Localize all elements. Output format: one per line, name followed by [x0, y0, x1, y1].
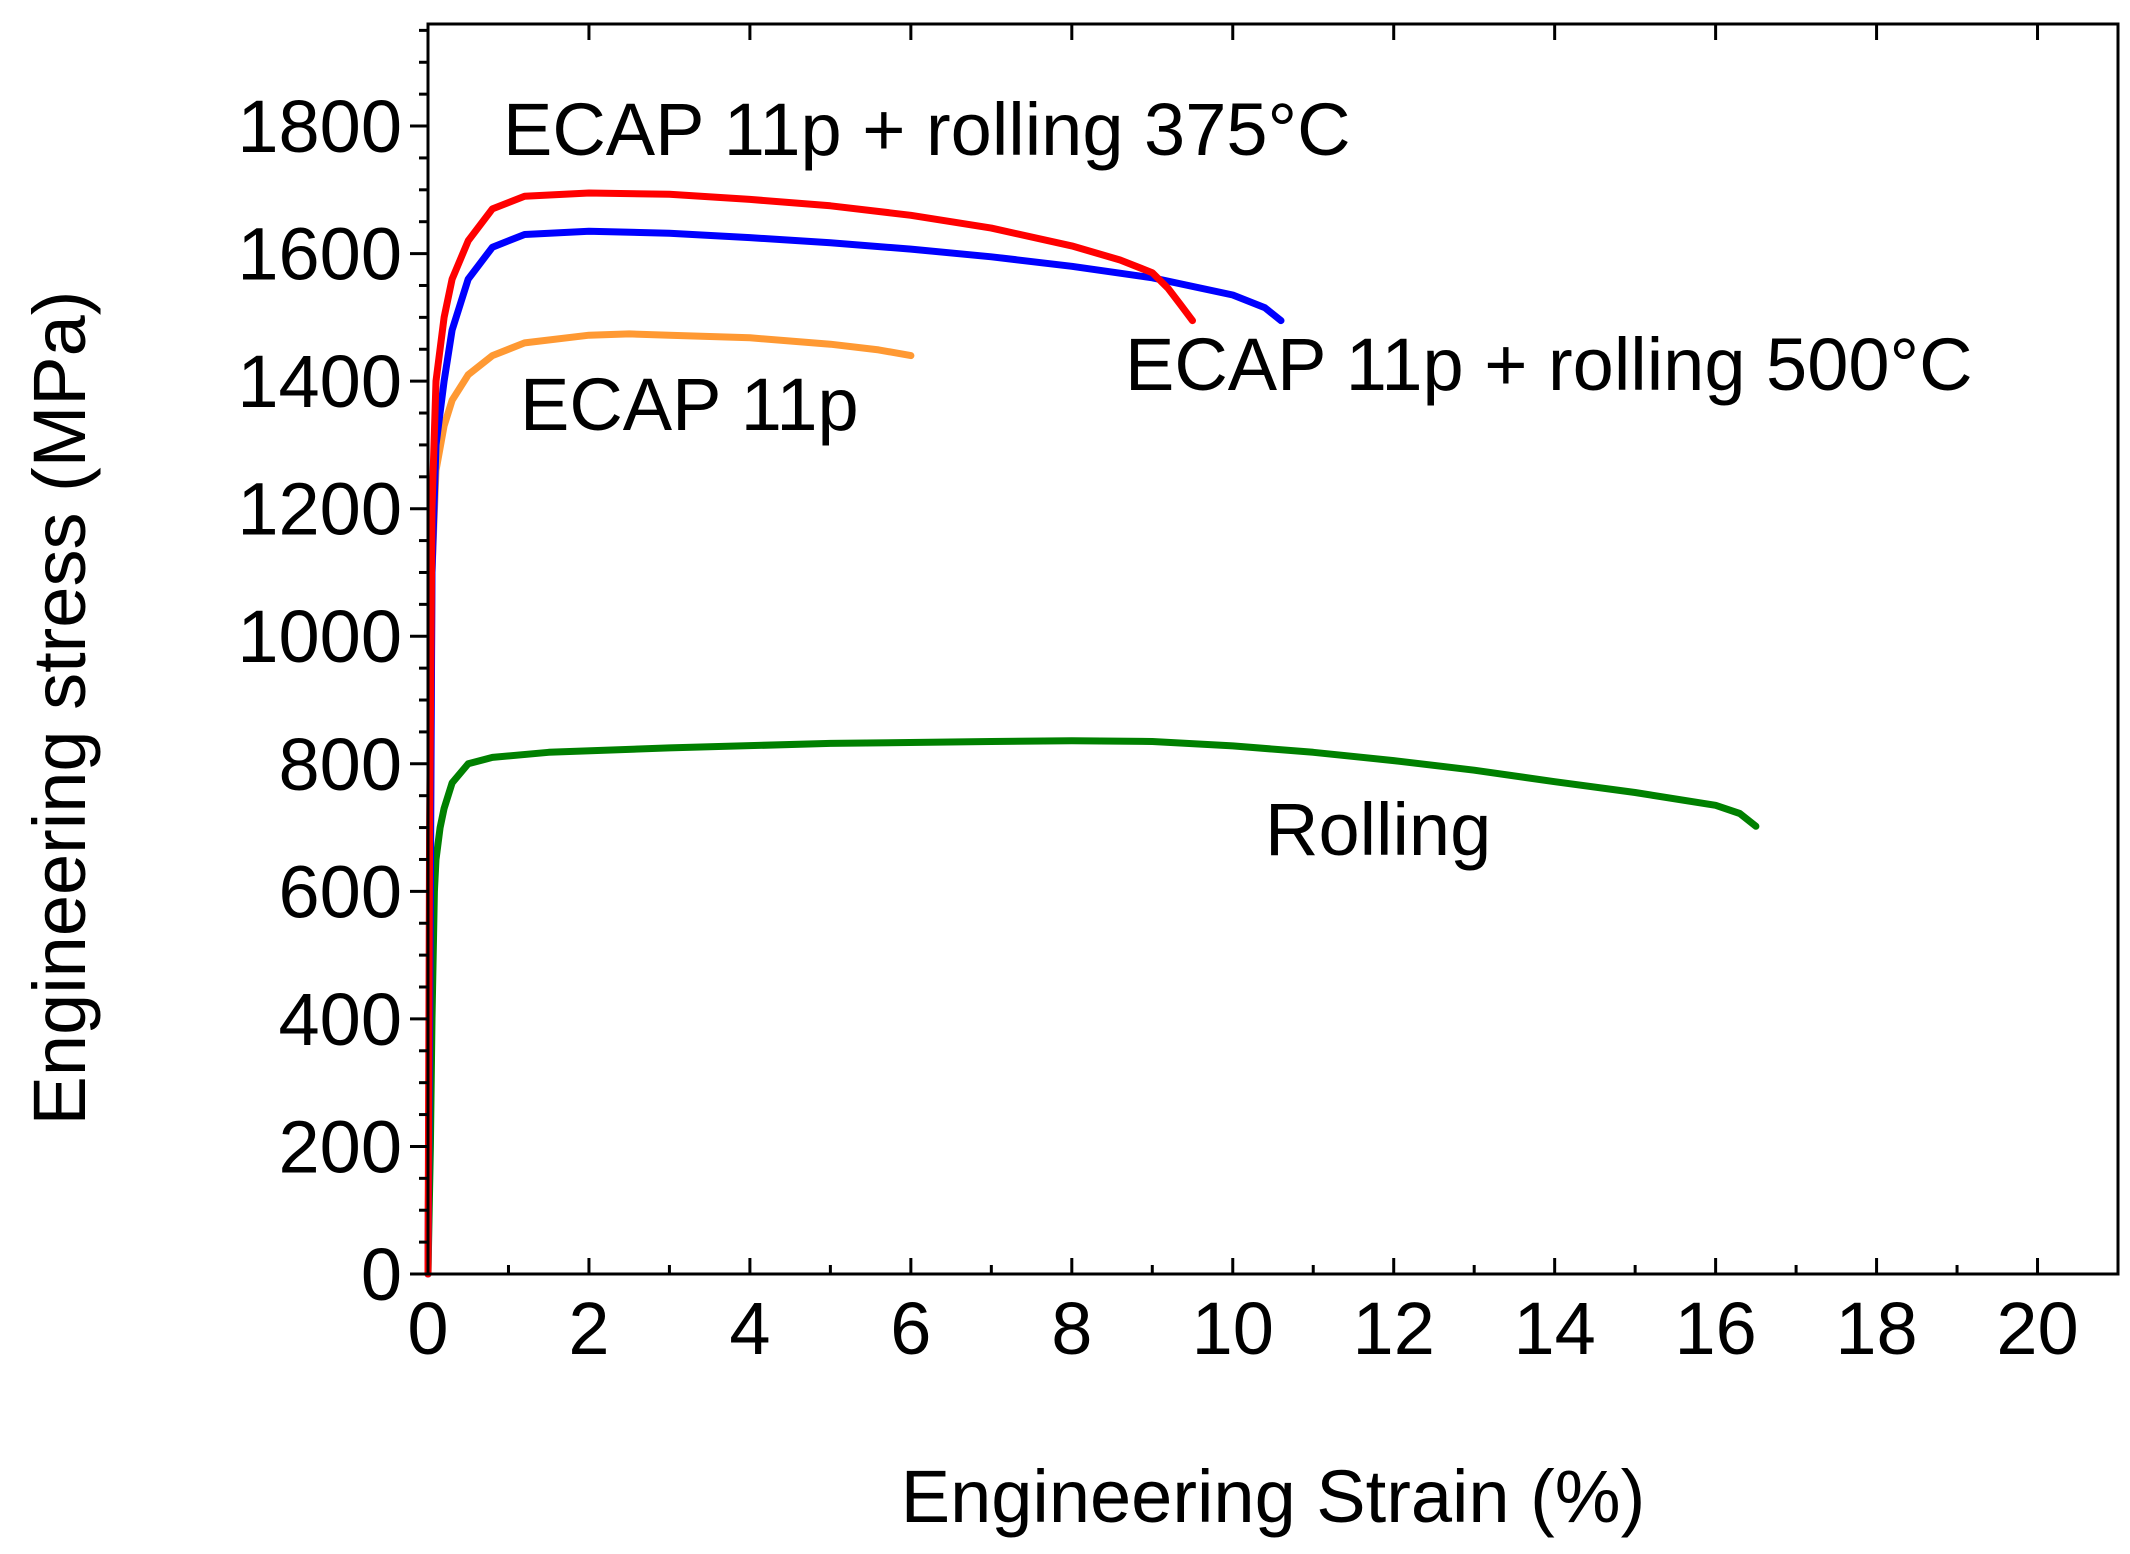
series-label-ecap-500: ECAP 11p + rolling 500°C [1125, 323, 1973, 406]
x-tick-label: 4 [729, 1287, 770, 1370]
x-tick-label: 12 [1353, 1287, 1435, 1370]
x-tick-label: 6 [890, 1287, 931, 1370]
x-tick-label: 8 [1051, 1287, 1092, 1370]
series-line-rolling [424, 737, 1760, 1278]
tick-layer: 0 2 4 6 8 10 12 14 16 18 2002004006008001000120014… [237, 24, 2079, 1370]
series-layer [424, 189, 1760, 1278]
x-axis-title: Engineering Strain (%) [901, 1455, 1645, 1538]
x-tick-label: 10 [1192, 1287, 1274, 1370]
y-axis-title: Engineering stress (MPa) [18, 291, 101, 1126]
series-line-ecap-11p-rolling-375-c [424, 189, 1196, 1278]
x-tick-label: 0 [407, 1287, 448, 1370]
y-tick-label: 1600 [237, 213, 402, 296]
x-tick-label: 2 [568, 1287, 609, 1370]
x-tick-label: 14 [1514, 1287, 1596, 1370]
y-tick-label: 200 [279, 1105, 402, 1188]
x-tick-label: 18 [1835, 1287, 1917, 1370]
x-tick-label: 16 [1674, 1287, 1756, 1370]
series-label-rolling: Rolling [1265, 788, 1491, 871]
y-tick-label: 1000 [237, 595, 402, 678]
y-tick-label: 0 [361, 1233, 402, 1316]
y-tick-label: 1200 [237, 468, 402, 551]
y-tick-label: 1800 [237, 85, 402, 168]
y-tick-label: 1400 [237, 340, 402, 423]
series-line-ecap-11p [424, 330, 915, 1278]
y-tick-label: 400 [279, 978, 402, 1061]
plot-frame [426, 22, 2120, 1276]
series-label-ecap-11p: ECAP 11p [520, 363, 859, 446]
y-tick-label: 800 [279, 723, 402, 806]
x-tick-label: 20 [1996, 1287, 2078, 1370]
series-label-ecap-375: ECAP 11p + rolling 375°C [503, 88, 1351, 171]
y-tick-label: 600 [279, 850, 402, 933]
